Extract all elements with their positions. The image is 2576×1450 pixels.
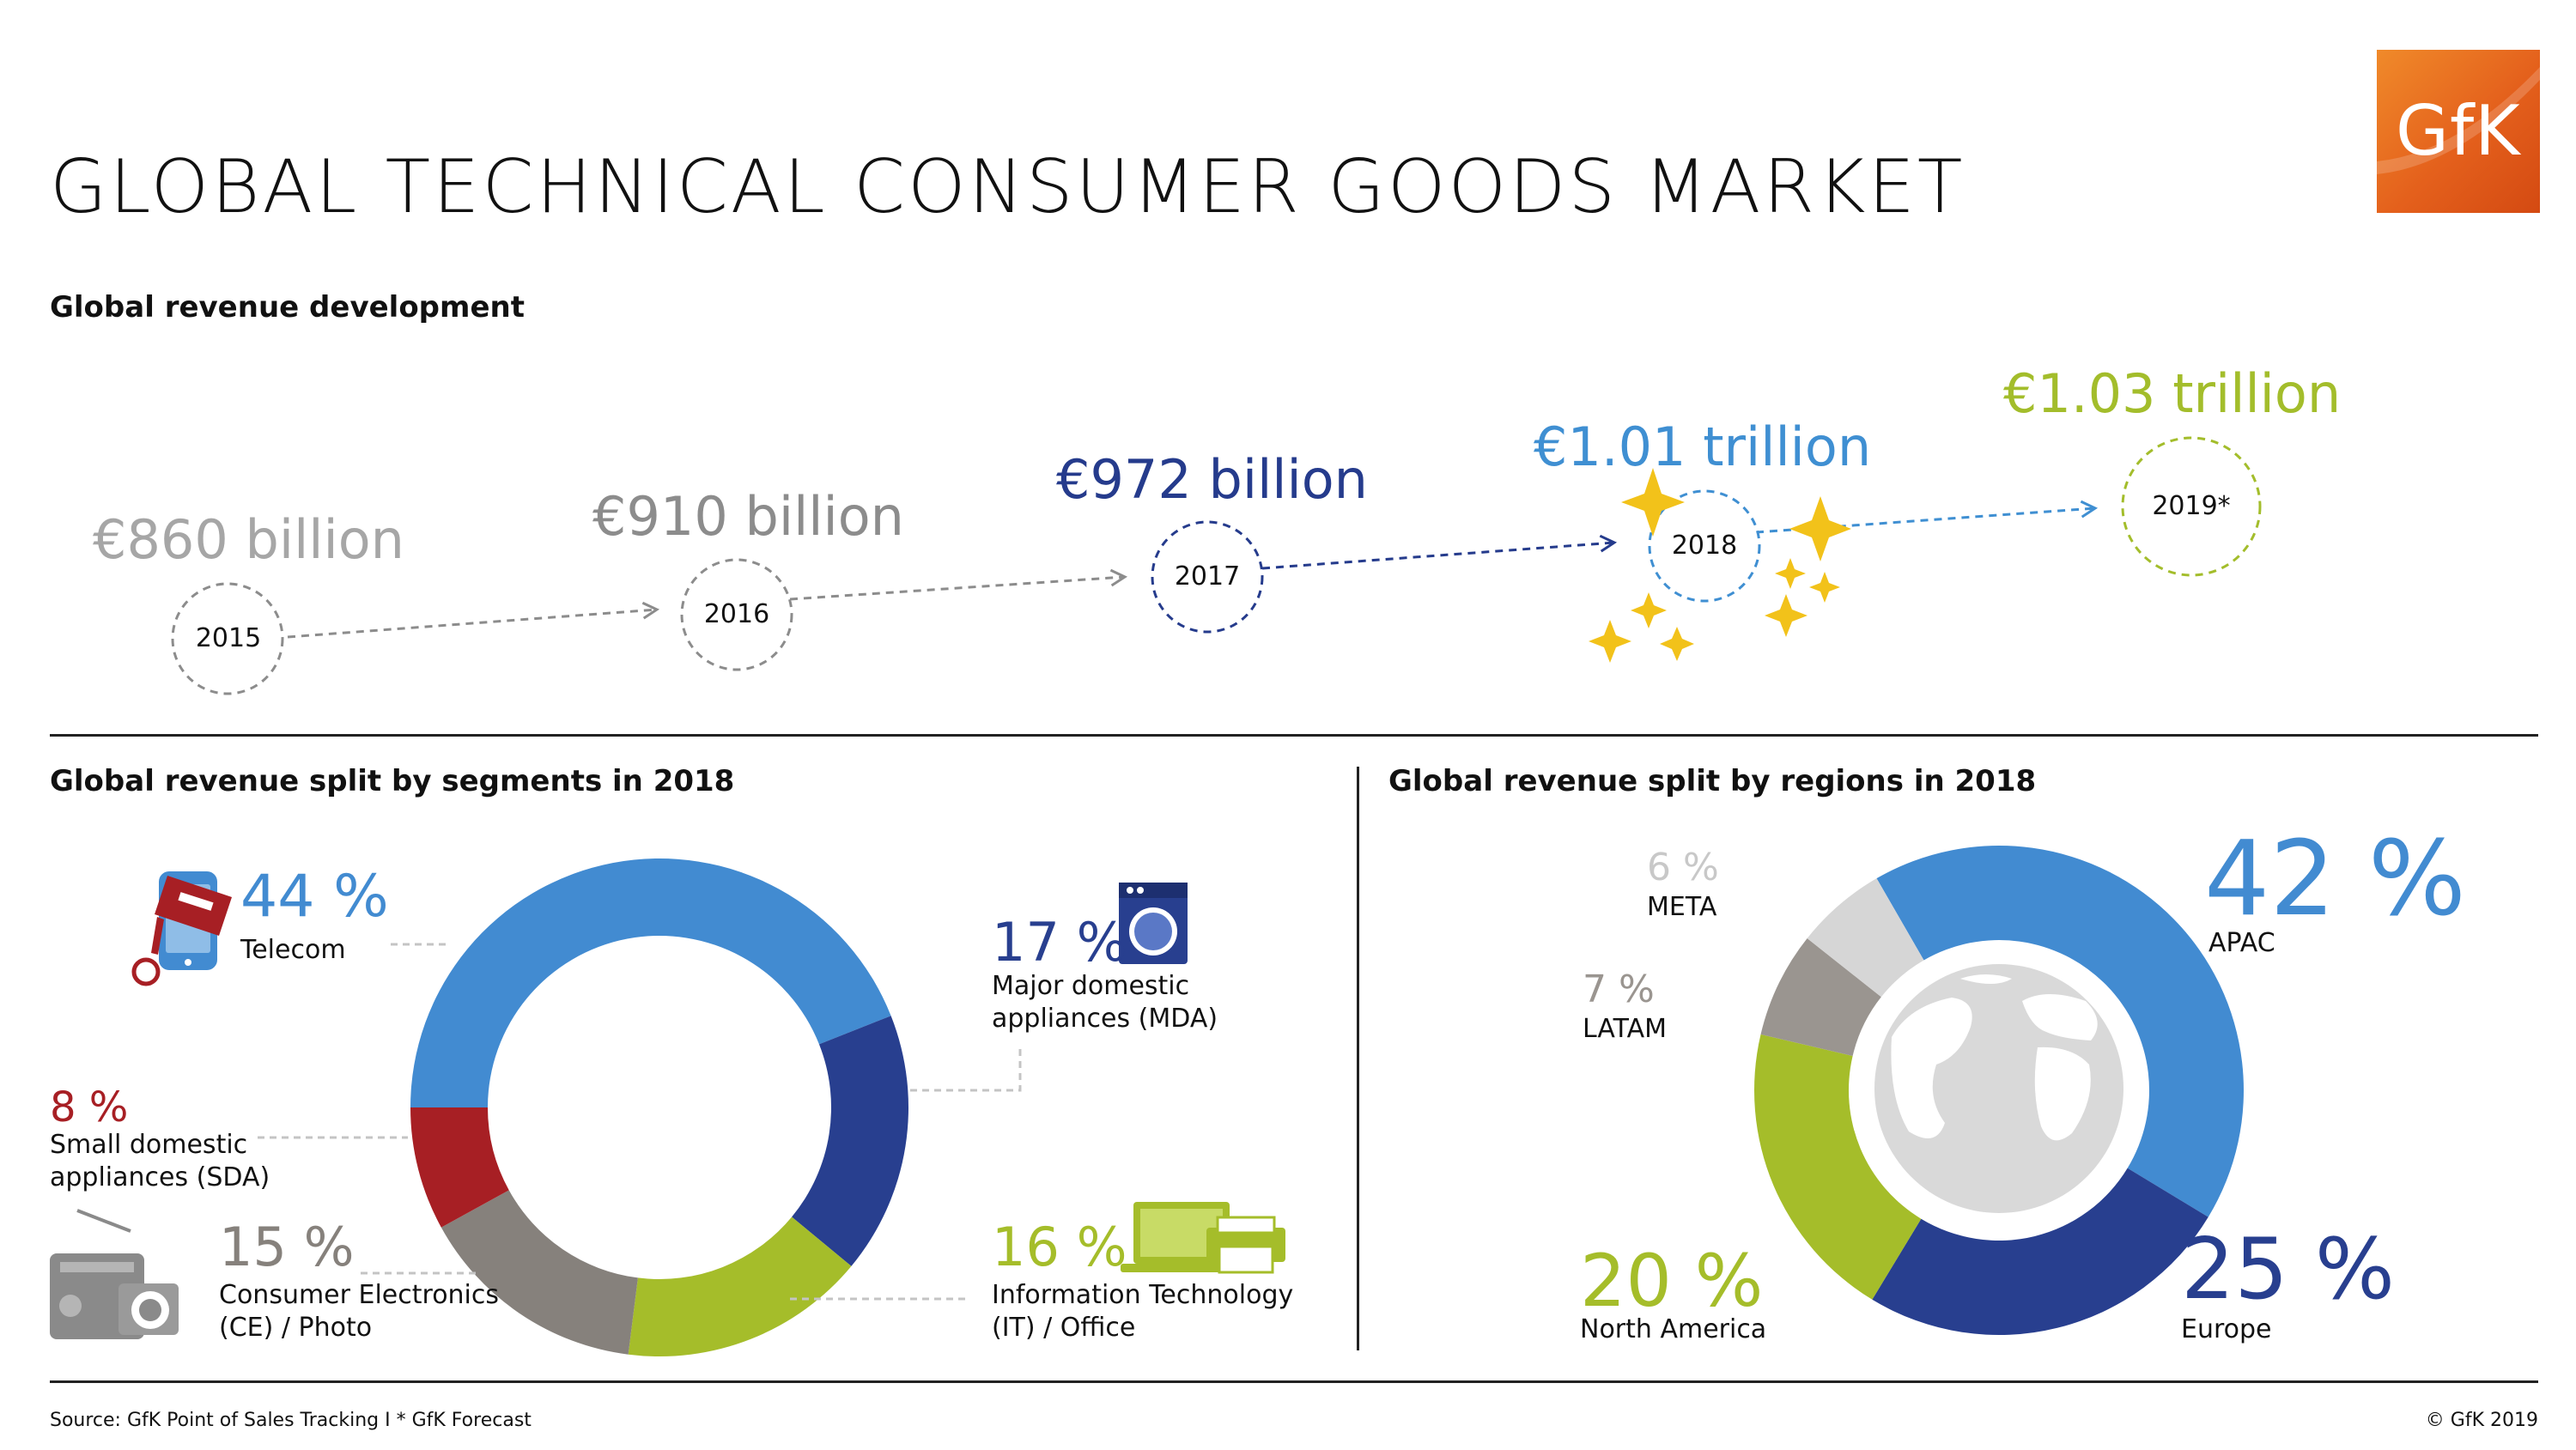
slice-mda — [792, 1016, 908, 1266]
region-label-latam: LATAM — [1583, 1014, 1667, 1044]
section-title-development: Global revenue development — [50, 290, 525, 325]
segment-pct-ce: 15 % — [219, 1216, 355, 1278]
segments-donut — [410, 858, 908, 1356]
region-pct-europe: 25 % — [2181, 1221, 2395, 1319]
washing-machine-icon — [1119, 883, 1188, 964]
region-label-meta: META — [1647, 892, 1717, 922]
year-label-2016: 2016 — [703, 599, 770, 629]
region-label-apac: APAC — [2208, 928, 2275, 958]
segment-label-sda: Small domestic appliances (SDA) — [50, 1130, 270, 1192]
value-label-2017: €972 billion — [1056, 448, 1368, 511]
slice-sda — [410, 1107, 509, 1228]
logo-swoosh-icon — [2377, 67, 2540, 174]
year-circle-2019 — [2121, 436, 2262, 577]
footer-source: Source: GfK Point of Sales Tracking I * … — [50, 1410, 532, 1431]
regions-donut — [1754, 845, 2244, 1335]
year-label-2017: 2017 — [1174, 561, 1241, 592]
region-pct-meta: 6 % — [1647, 846, 1719, 889]
arrow-2015-2016 — [287, 601, 660, 639]
region-label-north-america: North America — [1580, 1314, 1767, 1344]
segment-pct-telecom: 44 % — [240, 863, 389, 931]
year-circle-2015 — [171, 582, 284, 695]
year-label-2018: 2018 — [1671, 531, 1738, 561]
section-title-regions: Global revenue split by regions in 2018 — [1388, 764, 2037, 798]
gfk-logo: GfK — [2377, 50, 2540, 213]
year-circle-2016 — [680, 558, 793, 671]
segment-label-telecom: Telecom — [240, 935, 346, 965]
mixer-icon — [131, 876, 232, 986]
segments-chart — [50, 858, 1285, 1356]
slice-meta — [1807, 878, 1924, 998]
slice-it — [628, 1216, 852, 1356]
segment-pct-it: 16 % — [992, 1216, 1127, 1278]
segment-pct-sda: 8 % — [50, 1083, 129, 1131]
arrow-2017-2018 — [1261, 534, 1618, 570]
segment-label-ce: Consumer Electronics (CE) / Photo — [219, 1280, 500, 1343]
divider-top — [50, 734, 2538, 737]
region-pct-north-america: 20 % — [1580, 1239, 1764, 1323]
logo-text: GfK — [2396, 91, 2521, 171]
value-label-2018: €1.01 trillion — [1534, 416, 1872, 478]
divider-bottom — [50, 1380, 2538, 1383]
slice-europe — [1872, 1168, 2208, 1335]
section-title-segments: Global revenue split by segments in 2018 — [50, 764, 735, 798]
globe-icon — [1874, 964, 2123, 1213]
slice-latam — [1760, 937, 1881, 1057]
slice-telecom — [410, 858, 891, 1107]
divider-vertical — [1357, 767, 1359, 1350]
revenue-timeline — [171, 436, 2262, 695]
segment-label-mda: Major domestic appliances (MDA) — [992, 971, 1218, 1034]
region-label-europe: Europe — [2181, 1314, 2272, 1344]
radio-camera-icon — [50, 1209, 179, 1339]
footer-copyright: © GfK 2019 — [2425, 1410, 2538, 1431]
segment-pct-mda: 17 % — [992, 911, 1127, 974]
regions-chart — [1754, 845, 2244, 1335]
value-label-2016: €910 billion — [592, 485, 904, 548]
laptop-printer-icon — [1121, 1202, 1285, 1274]
arrow-2016-2017 — [789, 568, 1128, 601]
slice-ce — [440, 1190, 638, 1355]
page-title: GLOBAL TECHNICAL CONSUMER GOODS MARKET — [50, 144, 1965, 230]
slice-apac — [1876, 845, 2244, 1217]
value-label-2015: €860 billion — [93, 508, 404, 571]
region-pct-apac: 42 % — [2204, 820, 2466, 939]
year-label-2019: 2019* — [2152, 491, 2231, 521]
year-circle-2018 — [1648, 489, 1761, 603]
region-pct-latam: 7 % — [1583, 968, 1655, 1011]
year-circle-2017 — [1151, 520, 1264, 634]
sparkle-icons — [1589, 468, 1851, 663]
year-label-2015: 2015 — [195, 623, 262, 653]
value-label-2019: €1.03 trillion — [2003, 362, 2342, 425]
segment-label-it: Information Technology (IT) / Office — [992, 1280, 1294, 1343]
slice-north-america — [1754, 1034, 1922, 1300]
